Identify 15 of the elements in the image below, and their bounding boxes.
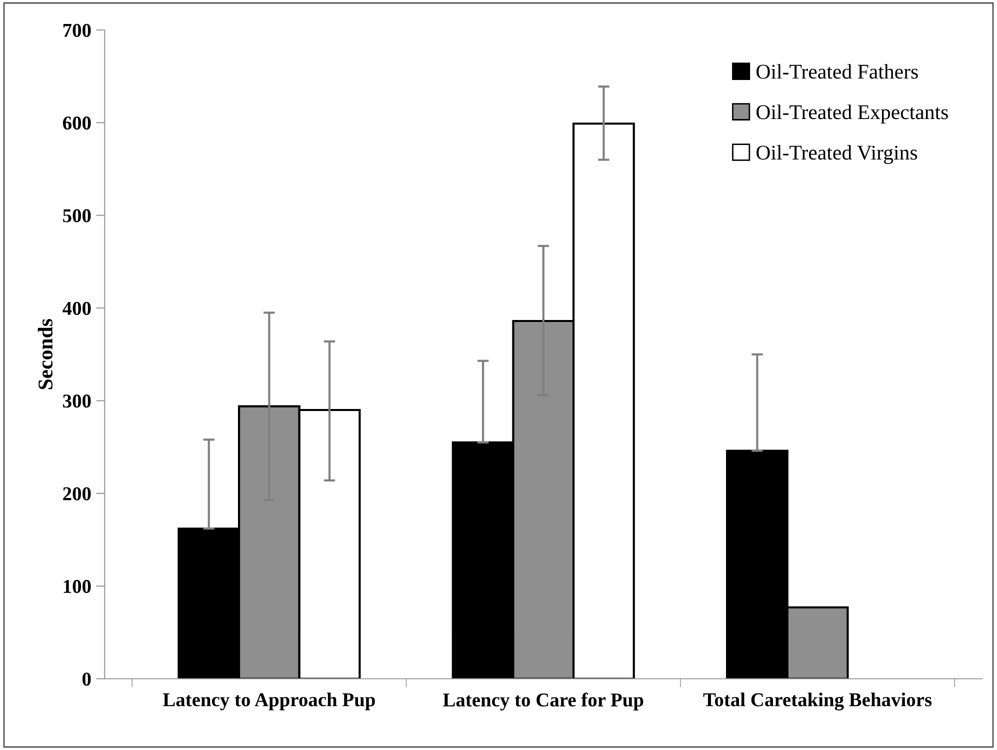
y-tick-label: 600 [62, 116, 91, 130]
y-tick-label: 400 [62, 302, 91, 315]
x-tick-label: Latency to Care for Pup [443, 692, 644, 711]
legend-label: Oil-Treated Virgins [756, 145, 918, 164]
x-tick-label: Latency to Approach Pup [163, 692, 375, 710]
x-tick-label: Total Caretaking Behaviors [703, 692, 932, 710]
y-tick-label: 500 [63, 209, 91, 222]
y-tick-label: 300 [63, 394, 91, 408]
y-tick-label: 100 [64, 580, 91, 594]
y-axis-title: Seconds [38, 318, 53, 390]
legend-label: Oil-Treated Expectants [756, 104, 948, 124]
y-tick-label: 200 [63, 487, 91, 500]
legend-label: Oil-Treated Fathers [756, 64, 918, 79]
y-tick-label: 700 [63, 24, 91, 37]
y-tick-label: 0 [82, 672, 91, 686]
